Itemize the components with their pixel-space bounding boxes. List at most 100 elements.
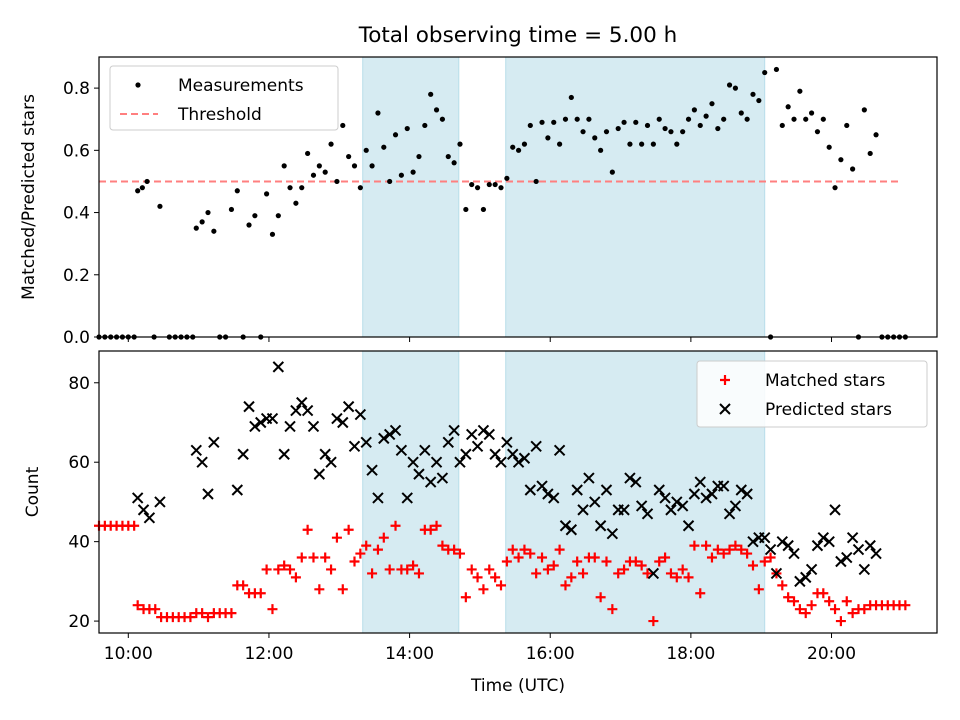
predicted-stars-point xyxy=(495,456,507,468)
measurement-point xyxy=(445,153,451,160)
measurement-point xyxy=(674,141,680,147)
predicted-stars-point xyxy=(477,424,490,437)
predicted-stars-point xyxy=(870,547,882,560)
matched-stars-point xyxy=(595,592,606,603)
measurement-point xyxy=(404,125,410,132)
measurement-point xyxy=(234,188,240,194)
measurement-point xyxy=(521,141,528,147)
matched-stars-point xyxy=(636,560,647,571)
matched-stars-point xyxy=(460,592,471,603)
predicted-stars-point xyxy=(507,448,519,460)
x-glyph xyxy=(719,403,731,415)
counts-points xyxy=(94,361,911,627)
matched-stars-point xyxy=(355,548,366,559)
predicted-stars-point xyxy=(296,396,308,409)
measurement-point xyxy=(621,119,627,125)
predicted-stars-point xyxy=(852,543,865,556)
measurement-point xyxy=(486,181,492,188)
predicted-stars-point xyxy=(665,504,677,516)
matched-stars-point xyxy=(824,596,835,607)
counts-y-axis-label: Count xyxy=(23,466,43,517)
measurement-point xyxy=(533,178,539,185)
measurement-point xyxy=(275,213,281,219)
measurement-point xyxy=(451,160,457,166)
x-tick-label: 10:00 xyxy=(104,644,153,664)
measurement-point xyxy=(656,116,662,122)
predicted-stars-point xyxy=(255,416,267,429)
measurement-point xyxy=(334,178,340,185)
measurement-point xyxy=(433,107,440,113)
matched-stars-point xyxy=(314,584,325,595)
predicted-stars-point xyxy=(266,412,279,425)
y-tick-label: 60 xyxy=(68,453,90,473)
matched-stars-point xyxy=(619,564,630,575)
matched-stars-point xyxy=(777,580,788,591)
ratio-y-ticks: 0.0 0.2 0.4 0.6 0.8 xyxy=(63,79,99,348)
matched-stars-point xyxy=(660,552,671,563)
matched-stars-point xyxy=(384,564,395,575)
predicted-stars-point xyxy=(489,448,501,460)
predicted-stars-point xyxy=(454,456,466,468)
predicted-stars-point xyxy=(354,408,367,421)
matched-stars-point xyxy=(413,568,424,579)
predicted-stars-point xyxy=(559,520,572,532)
matched-stars-point xyxy=(701,540,712,551)
measurement-point xyxy=(269,231,276,237)
predicted-stars-point xyxy=(682,520,695,532)
matched-stars-point xyxy=(437,540,448,551)
y-tick-label: 0.8 xyxy=(63,79,90,99)
measurement-point xyxy=(252,213,258,219)
predicted-stars-point xyxy=(553,444,566,457)
measurement-point xyxy=(562,116,569,122)
predicted-stars-point xyxy=(694,476,706,488)
measurement-point xyxy=(826,144,832,150)
measurement-point xyxy=(709,101,715,107)
y-tick-label: 80 xyxy=(68,374,90,394)
measurement-point xyxy=(322,169,328,175)
threshold-legend-label: Threshold xyxy=(177,105,262,125)
predicted-stars-point xyxy=(823,535,835,548)
measurement-point xyxy=(574,116,580,122)
matched-stars-point xyxy=(683,572,694,583)
measurement-point xyxy=(603,129,610,135)
predicted-stars-point xyxy=(290,404,302,417)
predicted-stars-point xyxy=(460,448,472,460)
matched-stars-point xyxy=(478,584,489,595)
predicted-stars-point xyxy=(249,420,261,433)
measurement-point xyxy=(515,147,522,153)
matched-stars-point xyxy=(589,552,600,563)
measurement-point xyxy=(721,116,727,122)
predicted-stars-point xyxy=(243,400,255,413)
measurement-point xyxy=(557,141,563,147)
predicted-stars-point xyxy=(413,468,425,480)
matched-stars-point xyxy=(367,568,378,579)
matched-stars-point xyxy=(841,596,852,607)
predicted-stars-point xyxy=(829,504,841,516)
measurement-point xyxy=(498,185,504,191)
predicted-stars-point xyxy=(372,492,384,504)
matched-stars-point xyxy=(261,564,272,575)
ratio-points xyxy=(96,66,908,340)
measurement-point xyxy=(797,88,803,94)
measurement-point xyxy=(492,181,498,188)
x-tick-label: 16:00 xyxy=(526,644,575,664)
measurement-point xyxy=(785,104,791,110)
matched-stars-point xyxy=(349,556,360,567)
matched-stars-point xyxy=(296,552,307,563)
predicted-stars-point xyxy=(301,404,314,417)
matched-stars-point xyxy=(302,524,313,535)
matched-stars-point xyxy=(900,600,911,611)
predicted-stars-point xyxy=(337,416,349,429)
matched-stars-point xyxy=(531,568,542,579)
measurement-point xyxy=(144,178,150,185)
predicted-stars-point xyxy=(841,551,853,564)
matched-stars-point xyxy=(630,556,641,567)
matched-stars-point xyxy=(372,544,383,555)
measurement-point xyxy=(357,185,363,191)
matched-stars-point xyxy=(730,540,741,551)
predicted-stars-point xyxy=(600,484,613,496)
matched-stars-point xyxy=(654,556,665,567)
measurement-point xyxy=(422,122,428,129)
matched-stars-point xyxy=(331,532,342,543)
measurement-point xyxy=(316,163,322,169)
